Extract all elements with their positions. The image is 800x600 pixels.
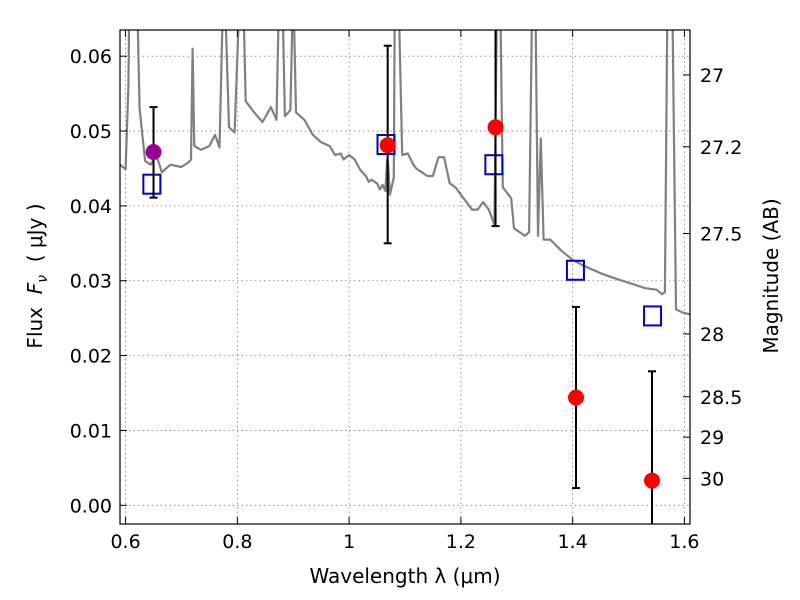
- x-tick-label: 1.6: [669, 531, 699, 553]
- y-tick-label: 0.01: [70, 420, 112, 442]
- x-tick-label: 1.2: [446, 531, 476, 553]
- observed-point: [145, 144, 162, 161]
- x-axis-label: Wavelength λ (μm): [309, 564, 500, 588]
- model-square-marker: [643, 305, 663, 327]
- y-tick-label: 0.06: [70, 46, 112, 68]
- model-square-marker: [484, 154, 504, 176]
- observed-point: [568, 389, 584, 406]
- mag-tick-label: 28.5: [700, 387, 742, 409]
- observed-point: [644, 472, 660, 489]
- mag-tick-label: 27.5: [700, 224, 742, 246]
- mag-tick-label: 29: [700, 427, 724, 449]
- plot-area: [120, 30, 690, 524]
- observed-point: [379, 137, 396, 154]
- y-axis-label: Flux Fν ( μJy ): [23, 203, 51, 348]
- grid: [120, 30, 690, 524]
- x-tick-label: 1.4: [558, 531, 588, 553]
- y2-axis-label: Magnitude (AB): [759, 198, 783, 353]
- plot-frame: [119, 29, 691, 525]
- spectrum-line: [120, 30, 690, 316]
- x-tick-label: 0.8: [222, 531, 252, 553]
- y-tick-label: 0.00: [70, 495, 112, 517]
- model-square-marker: [565, 259, 585, 281]
- axes: 0.6 0.8 1 1.2 1.4 1.6 0.00 0.01 0.02 0.03 0.04 0.05…: [70, 30, 742, 553]
- y-tick-label: 0.02: [70, 346, 112, 368]
- model-square-marker: [142, 173, 162, 195]
- mag-tick-label: 27: [700, 65, 724, 87]
- x-tick-label: 1: [343, 531, 355, 553]
- x-tick-label: 0.6: [110, 531, 140, 553]
- y-tick-label: 0.03: [70, 271, 112, 293]
- mag-tick-label: 27.2: [700, 137, 742, 159]
- mag-tick-label: 28: [700, 324, 724, 346]
- observed-point: [487, 119, 504, 136]
- y-tick-label: 0.05: [70, 121, 112, 143]
- mag-tick-label: 30: [700, 468, 724, 490]
- y-tick-label: 0.04: [70, 196, 112, 218]
